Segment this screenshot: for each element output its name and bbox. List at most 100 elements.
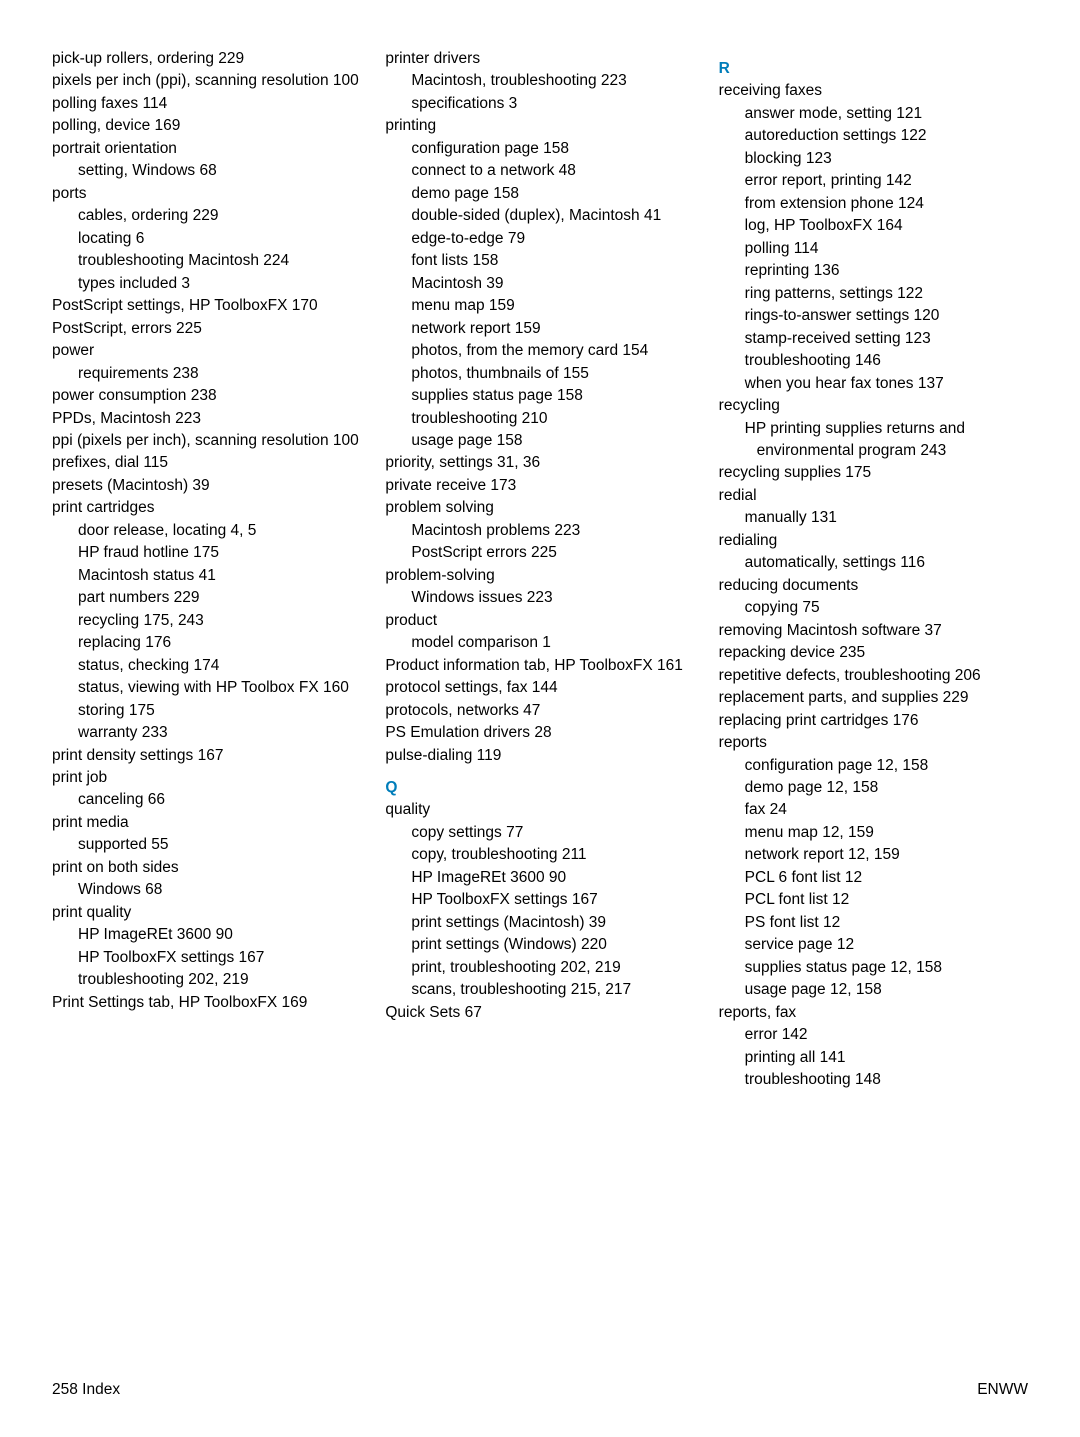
index-entry: polling faxes 114: [52, 93, 361, 115]
index-entry: print job: [52, 767, 361, 789]
index-entry: configuration page 12, 158: [719, 755, 1028, 777]
index-entry: Macintosh, troubleshooting 223: [385, 70, 694, 92]
index-entry: troubleshooting 210: [385, 408, 694, 430]
footer-left: 258 Index: [52, 1381, 120, 1399]
index-entry: PostScript errors 225: [385, 542, 694, 564]
index-entry: print settings (Windows) 220: [385, 934, 694, 956]
index-column-3: Rreceiving faxesanswer mode, setting 121…: [719, 48, 1028, 1092]
index-entry: manually 131: [719, 507, 1028, 529]
index-entry: rings-to-answer settings 120: [719, 305, 1028, 327]
index-entry: problem-solving: [385, 565, 694, 587]
index-entry: locating 6: [52, 228, 361, 250]
index-entry: receiving faxes: [719, 80, 1028, 102]
index-entry: Print Settings tab, HP ToolboxFX 169: [52, 992, 361, 1014]
index-entry: troubleshooting 146: [719, 350, 1028, 372]
index-entry: PPDs, Macintosh 223: [52, 408, 361, 430]
index-column-1: pick-up rollers, ordering 229pixels per …: [52, 48, 361, 1092]
index-entry: HP ImageREt 3600 90: [52, 924, 361, 946]
index-entry: usage page 158: [385, 430, 694, 452]
index-entry: setting, Windows 68: [52, 160, 361, 182]
index-entry: redialing: [719, 530, 1028, 552]
index-entry: protocols, networks 47: [385, 700, 694, 722]
index-entry: connect to a network 48: [385, 160, 694, 182]
index-entry: replacement parts, and supplies 229: [719, 687, 1028, 709]
index-entry: font lists 158: [385, 250, 694, 272]
index-entry: HP ToolboxFX settings 167: [52, 947, 361, 969]
index-entry: cables, ordering 229: [52, 205, 361, 227]
index-entry: protocol settings, fax 144: [385, 677, 694, 699]
index-entry: printer drivers: [385, 48, 694, 70]
index-entry: replacing 176: [52, 632, 361, 654]
footer-right: ENWW: [977, 1381, 1028, 1399]
index-entry: supplies status page 158: [385, 385, 694, 407]
index-entry: PostScript settings, HP ToolboxFX 170: [52, 295, 361, 317]
index-entry: product: [385, 610, 694, 632]
index-entry: specifications 3: [385, 93, 694, 115]
index-entry: usage page 12, 158: [719, 979, 1028, 1001]
index-entry: autoreduction settings 122: [719, 125, 1028, 147]
index-entry: canceling 66: [52, 789, 361, 811]
index-entry: error 142: [719, 1024, 1028, 1046]
index-entry: supplies status page 12, 158: [719, 957, 1028, 979]
index-entry: PostScript, errors 225: [52, 318, 361, 340]
index-entry: ppi (pixels per inch), scanning resoluti…: [52, 430, 361, 452]
index-entry: edge-to-edge 79: [385, 228, 694, 250]
index-entry: PCL 6 font list 12: [719, 867, 1028, 889]
index-entry: replacing print cartridges 176: [719, 710, 1028, 732]
index-entry: double-sided (duplex), Macintosh 41: [385, 205, 694, 227]
index-entry: prefixes, dial 115: [52, 452, 361, 474]
index-entry: polling 114: [719, 238, 1028, 260]
index-entry: private receive 173: [385, 475, 694, 497]
index-entry: Product information tab, HP ToolboxFX 16…: [385, 655, 694, 677]
index-entry: menu map 12, 159: [719, 822, 1028, 844]
index-entry: recycling: [719, 395, 1028, 417]
index-entry: service page 12: [719, 934, 1028, 956]
index-entry: copy settings 77: [385, 822, 694, 844]
index-entry: print cartridges: [52, 497, 361, 519]
index-entry: photos, from the memory card 154: [385, 340, 694, 362]
index-entry: blocking 123: [719, 148, 1028, 170]
index-entry: removing Macintosh software 37: [719, 620, 1028, 642]
index-entry: model comparison 1: [385, 632, 694, 654]
index-entry: printing all 141: [719, 1047, 1028, 1069]
index-entry: printing: [385, 115, 694, 137]
index-entry: HP printing supplies returns and environ…: [719, 418, 1028, 463]
index-entry: print on both sides: [52, 857, 361, 879]
index-entry: repacking device 235: [719, 642, 1028, 664]
index-entry: pulse-dialing 119: [385, 745, 694, 767]
index-entry: portrait orientation: [52, 138, 361, 160]
index-entry: configuration page 158: [385, 138, 694, 160]
index-entry: print settings (Macintosh) 39: [385, 912, 694, 934]
index-entry: ports: [52, 183, 361, 205]
index-entry: menu map 159: [385, 295, 694, 317]
index-entry: HP ImageREt 3600 90: [385, 867, 694, 889]
index-entry: reports, fax: [719, 1002, 1028, 1024]
index-entry: pixels per inch (ppi), scanning resoluti…: [52, 70, 361, 92]
index-entry: recycling 175, 243: [52, 610, 361, 632]
index-entry: HP fraud hotline 175: [52, 542, 361, 564]
index-entry: priority, settings 31, 36: [385, 452, 694, 474]
index-entry: status, checking 174: [52, 655, 361, 677]
index-entry: reports: [719, 732, 1028, 754]
index-entry: photos, thumbnails of 155: [385, 363, 694, 385]
index-entry: warranty 233: [52, 722, 361, 744]
index-entry: copying 75: [719, 597, 1028, 619]
index-entry: stamp-received setting 123: [719, 328, 1028, 350]
index-entry: PCL font list 12: [719, 889, 1028, 911]
index-entry: Macintosh problems 223: [385, 520, 694, 542]
section-heading: Q: [385, 777, 694, 799]
page-footer: 258 Index ENWW: [52, 1381, 1028, 1399]
index-entry: presets (Macintosh) 39: [52, 475, 361, 497]
index-entry: reducing documents: [719, 575, 1028, 597]
index-entry: door release, locating 4, 5: [52, 520, 361, 542]
index-entry: recycling supplies 175: [719, 462, 1028, 484]
index-entry: status, viewing with HP Toolbox FX 160: [52, 677, 361, 699]
index-entry: PS Emulation drivers 28: [385, 722, 694, 744]
index-entry: ring patterns, settings 122: [719, 283, 1028, 305]
index-entry: scans, troubleshooting 215, 217: [385, 979, 694, 1001]
index-entry: network report 12, 159: [719, 844, 1028, 866]
index-entry: log, HP ToolboxFX 164: [719, 215, 1028, 237]
index-entry: power consumption 238: [52, 385, 361, 407]
index-page: pick-up rollers, ordering 229pixels per …: [0, 0, 1080, 1092]
index-entry: pick-up rollers, ordering 229: [52, 48, 361, 70]
